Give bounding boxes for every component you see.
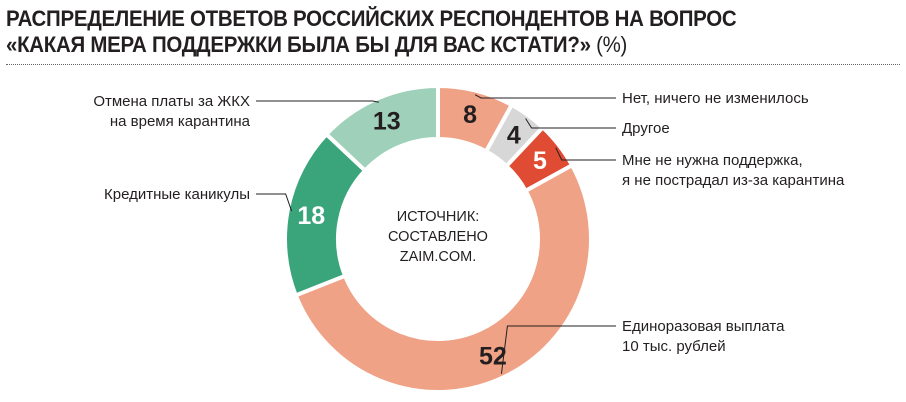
leader-line-1 — [474, 94, 616, 99]
slice-value-label-6: 13 — [373, 108, 401, 136]
donut-slices — [283, 83, 593, 394]
leader-line-4 — [500, 325, 616, 374]
donut-slice-6 — [323, 83, 440, 174]
slice-category-label-2-line-1: Другое — [622, 120, 670, 137]
slice-category-label-4-line-1: Единоразовая выплата — [622, 318, 785, 335]
slice-value-label-2: 4 — [507, 122, 521, 150]
slice-category-label-3-line-1: Мне не нужна поддержка, — [622, 152, 803, 169]
slice-category-label-3-line-2: я не пострадал из-за карантина — [622, 172, 845, 189]
source-line-3: ZAIM.COM. — [400, 249, 477, 265]
donut-slice-4 — [293, 162, 593, 394]
slice-value-labels: 8 45 52 18 13 — [297, 101, 547, 371]
leader-line-6 — [256, 100, 379, 103]
slice-category-label-6-line-2: на время карантина — [110, 113, 251, 130]
slice-category-label-5-line-1: Кредитные каникулы — [104, 186, 250, 203]
slice-category-label-4-line-2: 10 тыс. рублей — [622, 338, 726, 355]
label-leader-lines — [256, 94, 616, 374]
slice-category-labels: Нет, ничего не изменилось Другое Мне не ну… — [93, 90, 845, 355]
slice-value-label-1: 8 — [463, 101, 477, 129]
chart-title: РАСПРЕДЕЛЕНИЕ ОТВЕТОВ РОССИЙСКИХ РЕСПОНД… — [6, 6, 834, 58]
slice-value-label-4: 52 — [479, 343, 507, 371]
source-note: ИСТОЧНИК: СОСТАВЛЕНО ZAIM.COM. — [388, 209, 488, 265]
slice-category-label-6-line-1: Отмена платы за ЖКХ — [93, 93, 250, 110]
source-line-2: СОСТАВЛЕНО — [388, 229, 488, 245]
source-line-1: ИСТОЧНИК: — [397, 209, 480, 225]
chart-title-unit: (%) — [596, 32, 628, 57]
chart-title-question: «КАКАЯ МЕРА ПОДДЕРЖКИ БЫЛА БЫ ДЛЯ ВАС КС… — [6, 32, 591, 57]
chart-title-line-1: РАСПРЕДЕЛЕНИЕ ОТВЕТОВ РОССИЙСКИХ РЕСПОНД… — [6, 6, 737, 31]
leader-line-3 — [555, 147, 616, 161]
slice-category-label-1-line-1: Нет, ничего не изменилось — [622, 90, 809, 107]
slice-value-label-5: 18 — [297, 202, 325, 230]
leader-line-5 — [256, 193, 293, 212]
chart-title-line-2: «КАКАЯ МЕРА ПОДДЕРЖКИ БЫЛА БЫ ДЛЯ ВАС КС… — [6, 32, 834, 58]
title-divider — [6, 64, 900, 65]
leader-line-2 — [525, 118, 616, 129]
slice-value-label-3: 5 — [533, 147, 547, 175]
